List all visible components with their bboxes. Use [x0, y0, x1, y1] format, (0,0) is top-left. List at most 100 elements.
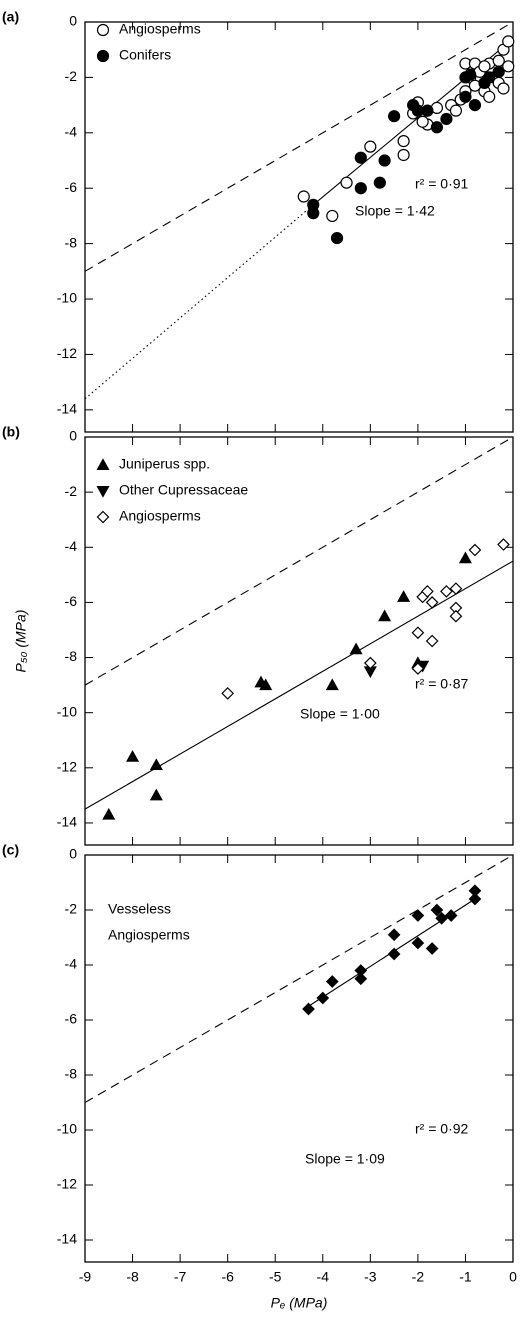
slope-label: Slope = 1·00	[300, 706, 380, 722]
panel-frame	[84, 21, 514, 433]
point	[102, 807, 116, 820]
point	[459, 90, 472, 103]
legend-label: Angiosperms	[119, 508, 201, 524]
x-tick-label: -5	[269, 1269, 282, 1285]
point	[468, 884, 482, 898]
y-tick-label: -14	[57, 814, 77, 830]
x-tick-label: 0	[509, 1269, 517, 1285]
point	[502, 60, 515, 73]
point	[411, 909, 425, 922]
line-dashed	[84, 436, 514, 686]
r2-label: r² = 0·87	[415, 676, 469, 692]
point	[325, 678, 339, 691]
x-tick-label: -1	[459, 1269, 472, 1285]
point	[449, 609, 463, 623]
legend-marker	[96, 486, 110, 498]
point	[349, 642, 363, 655]
r2-label: r² = 0·92	[415, 1121, 469, 1137]
point	[425, 942, 439, 955]
point	[354, 972, 368, 986]
point	[444, 909, 458, 922]
x-tick-label: -4	[317, 1269, 330, 1285]
point	[397, 148, 410, 162]
y-tick-label: -12	[57, 345, 77, 361]
point	[430, 903, 444, 917]
point	[497, 538, 510, 551]
annotation: Vesseless	[108, 901, 171, 917]
point	[397, 590, 411, 602]
point	[126, 750, 140, 762]
point	[340, 176, 353, 189]
point	[354, 151, 367, 164]
point	[440, 112, 453, 126]
y-tick-label: -6	[65, 179, 78, 195]
legend-label: Juniperus spp.	[119, 456, 210, 472]
point	[149, 758, 163, 771]
point	[435, 911, 449, 925]
point	[378, 154, 391, 167]
point	[387, 947, 401, 961]
point	[149, 788, 163, 801]
x-tick-label: -8	[126, 1269, 139, 1285]
x-tick-label: -2	[412, 1269, 425, 1285]
point	[307, 207, 320, 220]
y-tick-label: -8	[65, 648, 78, 664]
x-tick-label: -6	[221, 1269, 234, 1285]
y-tick-label: -12	[57, 1176, 77, 1192]
y-tick-label: -4	[65, 956, 78, 972]
y-tick-label: -4	[65, 124, 78, 140]
point	[421, 104, 434, 117]
point	[363, 656, 377, 670]
point	[411, 936, 425, 950]
point	[221, 687, 235, 700]
point	[407, 99, 420, 112]
y-tick-label: -14	[57, 1231, 77, 1247]
point	[364, 140, 377, 153]
panel-label: (b)	[2, 424, 20, 440]
panel-frame	[84, 436, 514, 846]
y-tick-label: -6	[65, 1011, 78, 1027]
x-tick-label: -9	[79, 1269, 92, 1285]
y-tick-label: -10	[57, 703, 77, 719]
point	[354, 182, 367, 195]
point	[316, 991, 330, 1005]
legend-marker	[96, 23, 110, 37]
x-tick-label: -7	[174, 1269, 187, 1285]
y-axis-label: P₅₀ (MPa)	[13, 610, 29, 673]
y-tick-label: -2	[65, 483, 78, 499]
line-dotted	[84, 204, 314, 400]
y-tick-label: -8	[65, 1066, 78, 1082]
y-tick-label: -4	[65, 538, 78, 554]
point	[325, 975, 339, 988]
point	[449, 104, 463, 117]
y-tick-label: 0	[69, 13, 77, 29]
point	[440, 585, 453, 598]
point	[397, 135, 410, 148]
point	[297, 190, 310, 203]
point	[387, 928, 401, 942]
slope-label: Slope = 1·42	[355, 203, 435, 219]
legend-label: Angiosperms	[119, 21, 201, 37]
point	[468, 543, 482, 557]
y-tick-label: -2	[65, 68, 78, 84]
x-tick-label: -3	[364, 1269, 377, 1285]
legend-label: Other Cupressaceae	[119, 482, 248, 498]
point	[330, 231, 344, 245]
point	[497, 82, 510, 95]
point	[425, 634, 439, 648]
point	[483, 71, 496, 84]
line-dashed	[84, 21, 514, 272]
point	[468, 892, 482, 906]
point	[378, 609, 392, 622]
panel-label: (c)	[2, 842, 19, 858]
point	[411, 626, 425, 640]
y-tick-label: -12	[57, 759, 77, 775]
y-tick-label: -10	[57, 290, 77, 306]
line-dashed	[84, 854, 514, 1103]
x-axis-label: Pₑ (MPa)	[271, 1295, 328, 1311]
y-tick-label: -10	[57, 1121, 77, 1137]
point	[464, 68, 477, 81]
legend-marker	[96, 458, 110, 470]
legend-marker	[96, 49, 110, 63]
